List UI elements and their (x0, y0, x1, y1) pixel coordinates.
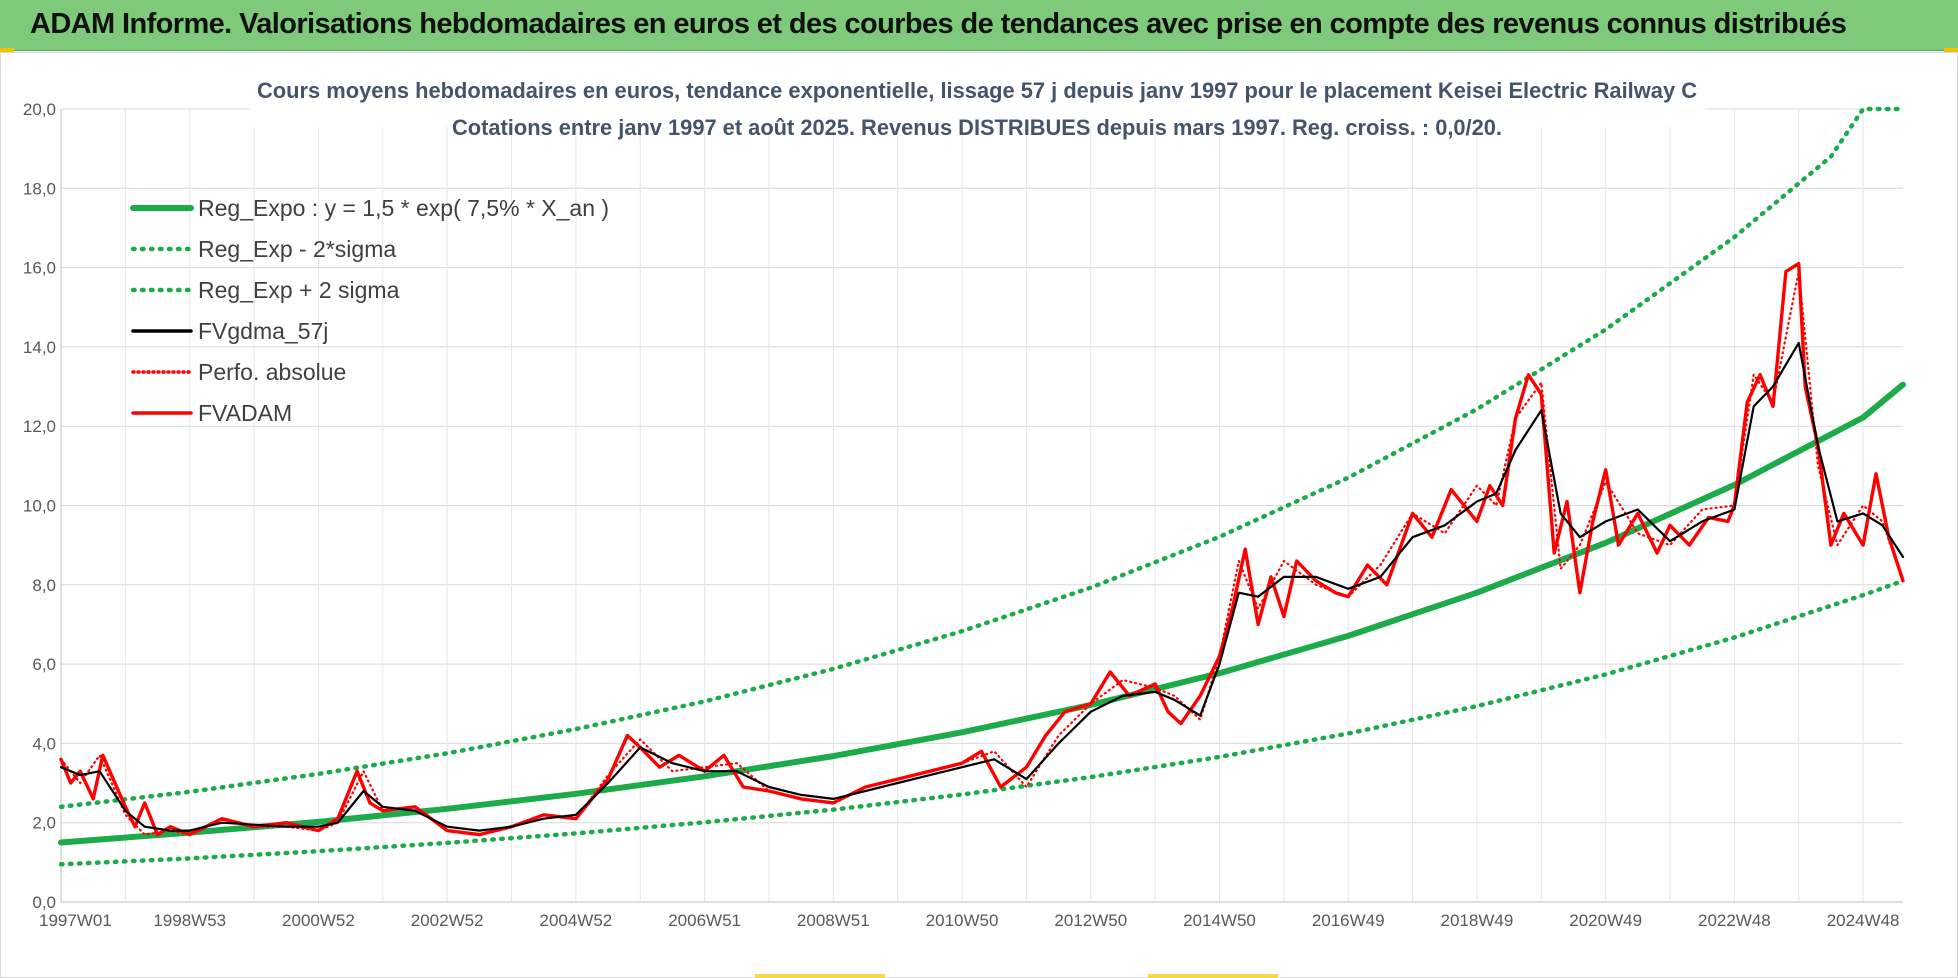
y-tick-label: 4,0 (32, 734, 56, 753)
banner: ADAM Informe. Valorisations hebdomadaire… (0, 0, 1958, 51)
series-line-1 (58, 578, 1906, 867)
x-tick-label: 2016W49 (1312, 911, 1385, 930)
y-tick-label: 14,0 (23, 338, 56, 357)
legend-label: FVADAM (198, 400, 292, 426)
x-tick-label: 2014W50 (1183, 911, 1256, 930)
x-tick-label: 2024W48 (1827, 911, 1900, 930)
x-tick-label: 2010W50 (926, 911, 999, 930)
y-tick-label: 6,0 (32, 655, 56, 674)
legend-label: Perfo. absolue (198, 359, 346, 385)
x-tick-label: 1998W53 (153, 911, 226, 930)
y-tick-label: 2,0 (32, 814, 56, 833)
series-line-2 (58, 106, 1906, 810)
series-line-0 (58, 381, 1906, 846)
y-tick-label: 10,0 (23, 497, 56, 516)
x-tick-label: 2020W49 (1569, 911, 1642, 930)
axis-labels: 0,0 2,0 4,0 6,0 8,0 10,0 12,0 14,0 16,0 18,0 20,0 1… (23, 100, 1900, 930)
corner-marker-left (0, 48, 14, 53)
legend: Reg_Expo : y = 1,5 * exp( 7,5% * X_an ) R… (130, 195, 609, 426)
chart-title-line2: Cotations entre janv 1997 et août 2025. … (452, 115, 1502, 140)
bottom-marker-1 (755, 974, 885, 978)
y-tick-label: 8,0 (32, 576, 56, 595)
title-background (249, 61, 1705, 127)
series-line-3 (59, 341, 1905, 832)
x-tick-label: 2002W52 (411, 911, 484, 930)
chart-svg: 0,0 2,0 4,0 6,0 8,0 10,0 12,0 14,0 16,0 18,0 20,0 1… (23, 61, 1906, 930)
series-line-5 (59, 261, 1905, 837)
chart-title-line1: Cours moyens hebdomadaires en euros, ten… (257, 78, 1697, 103)
legend-label: FVgdma_57j (198, 318, 328, 344)
legend-label: Reg_Exp - 2*sigma (198, 236, 396, 262)
legend-label: Reg_Exp + 2 sigma (198, 277, 400, 303)
grid (60, 108, 1903, 903)
corner-marker-right (1944, 48, 1958, 53)
chart-title: Cours moyens hebdomadaires en euros, ten… (249, 61, 1705, 140)
y-tick-label: 0,0 (32, 893, 56, 912)
y-tick-label: 20,0 (23, 100, 56, 119)
y-tick-label: 18,0 (23, 179, 56, 198)
y-tick-label: 16,0 (23, 259, 56, 278)
x-tick-label: 1997W01 (39, 911, 112, 930)
bottom-marker-2 (1148, 974, 1278, 978)
x-tick-label: 2000W52 (282, 911, 355, 930)
legend-label: Reg_Expo : y = 1,5 * exp( 7,5% * X_an ) (198, 195, 609, 221)
x-tick-label: 2018W49 (1441, 911, 1514, 930)
banner-title: ADAM Informe. Valorisations hebdomadaire… (30, 8, 1847, 40)
chart-area: 0,0 2,0 4,0 6,0 8,0 10,0 12,0 14,0 16,0 18,0 20,0 1… (0, 52, 1958, 978)
x-tick-label: 2006W51 (668, 911, 741, 930)
x-tick-label: 2008W51 (797, 911, 870, 930)
y-tick-label: 12,0 (23, 417, 56, 436)
x-tick-label: 2004W52 (539, 911, 612, 930)
series-layer (58, 106, 1906, 867)
x-tick-label: 2022W48 (1698, 911, 1771, 930)
x-tick-label: 2012W50 (1054, 911, 1127, 930)
